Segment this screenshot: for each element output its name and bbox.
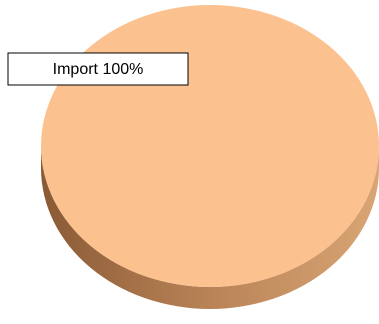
slice-label: Import 100% bbox=[53, 61, 144, 78]
pie-side bbox=[41, 146, 379, 309]
slice-category: Import bbox=[53, 61, 99, 78]
pie bbox=[41, 5, 379, 309]
label-box bbox=[7, 52, 189, 86]
slice-value-label: 100% bbox=[102, 61, 143, 78]
pie-slice bbox=[41, 5, 379, 287]
